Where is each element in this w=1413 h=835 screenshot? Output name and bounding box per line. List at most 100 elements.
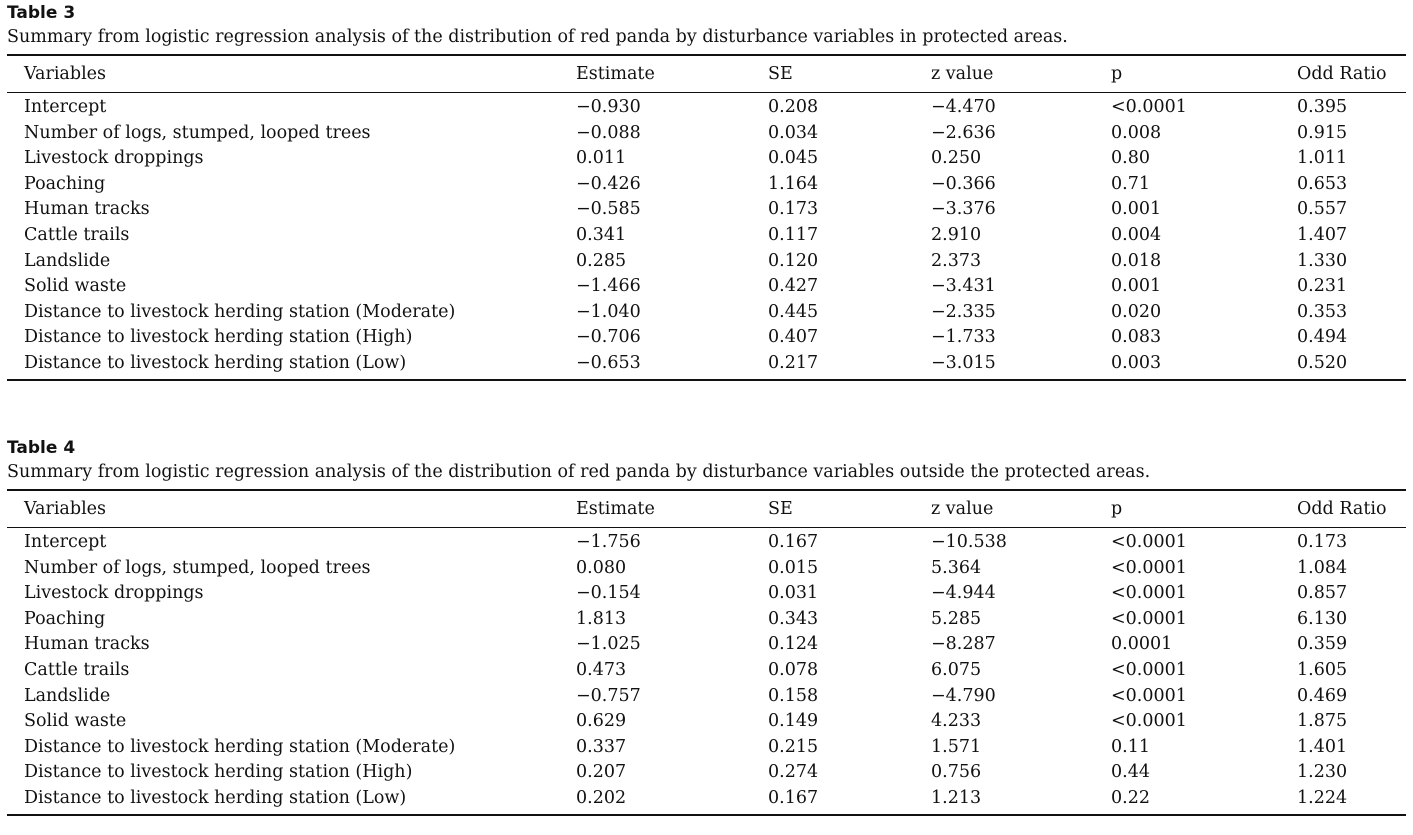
cell-z-value: −4.790: [931, 685, 996, 706]
header-row: Variables Estimate SE z value p Odd Ratio: [7, 55, 1406, 93]
cell-se: 0.078: [768, 659, 819, 680]
cell-p-value: 0.22: [1111, 787, 1150, 808]
cell-estimate: −1.756: [576, 532, 641, 552]
column-header-odd-ratio: Odd Ratio: [1297, 55, 1406, 93]
cell-estimate: 1.813: [576, 608, 627, 629]
cell-odd-ratio: 0.494: [1297, 327, 1348, 348]
table-row: Distance to livestock herding station (L…: [7, 786, 1406, 815]
cell-se: 0.045: [768, 148, 819, 169]
cell-se: 0.215: [768, 736, 819, 757]
cell-z-value: −1.733: [931, 327, 996, 348]
table-row: Livestock droppings −0.154 0.031 −4.944 <0.0…: [7, 581, 1406, 607]
cell-variable: Solid waste: [24, 276, 127, 297]
table-row: Intercept −0.930 0.208 −4.470 <0.0001 0.395: [7, 93, 1406, 121]
cell-odd-ratio: 0.395: [1297, 97, 1348, 117]
column-header-p-value: p: [1111, 490, 1297, 528]
cell-odd-ratio: 1.011: [1297, 148, 1348, 169]
cell-variable: Human tracks: [24, 199, 150, 220]
table-header: Variables Estimate SE z value p Odd Ratio: [7, 490, 1406, 528]
cell-se: 0.034: [768, 122, 819, 143]
cell-p-value: 0.003: [1111, 352, 1162, 373]
table-row: Human tracks −0.585 0.173 −3.376 0.001 0.557: [7, 197, 1406, 223]
cell-se: 0.407: [768, 327, 819, 348]
cell-p-value: 0.44: [1111, 762, 1150, 783]
table-label: Table 3: [7, 3, 76, 23]
table-row: Intercept −1.756 0.167 −10.538 <0.0001 0.173: [7, 528, 1406, 556]
cell-variable: Human tracks: [24, 634, 150, 655]
cell-odd-ratio: 0.557: [1297, 199, 1348, 220]
table-row: Landslide −0.757 0.158 −4.790 <0.0001 0.469: [7, 684, 1406, 710]
cell-z-value: 1.571: [931, 736, 982, 757]
column-header-se: SE: [768, 55, 931, 93]
cell-odd-ratio: 0.469: [1297, 685, 1348, 706]
cell-estimate: 0.285: [576, 250, 627, 271]
column-header-variable: Variables: [7, 55, 576, 93]
cell-se: 0.167: [768, 787, 819, 808]
cell-estimate: −0.706: [576, 327, 641, 348]
cell-z-value: −3.376: [931, 199, 996, 220]
cell-variable: Cattle trails: [24, 659, 130, 680]
cell-odd-ratio: 1.605: [1297, 659, 1348, 680]
cell-se: 0.158: [768, 685, 819, 706]
cell-variable: Number of logs, stumped, looped trees: [24, 557, 371, 578]
cell-p-value: <0.0001: [1111, 659, 1187, 680]
cell-se: 1.164: [768, 173, 819, 194]
cell-estimate: −0.653: [576, 352, 641, 373]
cell-p-value: <0.0001: [1111, 97, 1187, 117]
cell-se: 0.167: [768, 532, 819, 552]
cell-odd-ratio: 0.520: [1297, 352, 1348, 373]
cell-odd-ratio: 0.173: [1297, 532, 1348, 552]
cell-p-value: 0.083: [1111, 327, 1162, 348]
cell-p-value: 0.008: [1111, 122, 1162, 143]
cell-odd-ratio: 0.359: [1297, 634, 1348, 655]
column-header-p-value: p: [1111, 55, 1297, 93]
cell-variable: Livestock droppings: [24, 583, 204, 604]
cell-z-value: 0.756: [931, 762, 982, 783]
cell-z-value: 2.910: [931, 224, 982, 245]
cell-estimate: −0.154: [576, 583, 641, 604]
table-row: Number of logs, stumped, looped trees −0.…: [7, 121, 1406, 147]
cell-estimate: −0.088: [576, 122, 641, 143]
cell-estimate: −0.757: [576, 685, 641, 706]
table-row: Solid waste 0.629 0.149 4.233 <0.0001 1.875: [7, 709, 1406, 735]
cell-z-value: −4.944: [931, 583, 996, 604]
cell-odd-ratio: 0.857: [1297, 583, 1348, 604]
cell-se: 0.427: [768, 276, 819, 297]
cell-estimate: 0.341: [576, 224, 627, 245]
regression-table-protected: Variables Estimate SE z value p Odd Ratio Int…: [7, 54, 1406, 381]
cell-se: 0.149: [768, 711, 819, 732]
cell-variable: Distance to livestock herding station (L…: [24, 352, 407, 373]
table-header: Variables Estimate SE z value p Odd Ratio: [7, 55, 1406, 93]
cell-z-value: −2.636: [931, 122, 996, 143]
table-label: Table 4: [7, 438, 76, 458]
cell-variable: Poaching: [24, 173, 106, 194]
cell-estimate: 0.202: [576, 787, 627, 808]
cell-p-value: 0.11: [1111, 736, 1150, 757]
cell-estimate: −1.466: [576, 276, 641, 297]
cell-z-value: −3.431: [931, 276, 996, 297]
cell-odd-ratio: 1.330: [1297, 250, 1348, 271]
cell-estimate: 0.337: [576, 736, 627, 757]
cell-variable: Distance to livestock herding station (H…: [24, 327, 413, 348]
cell-estimate: 0.629: [576, 711, 627, 732]
cell-variable: Distance to livestock herding station (M…: [24, 301, 456, 322]
cell-se: 0.031: [768, 583, 819, 604]
table-row: Livestock droppings 0.011 0.045 0.250 0.80 1.…: [7, 146, 1406, 172]
cell-p-value: <0.0001: [1111, 608, 1187, 629]
cell-variable: Landslide: [24, 685, 111, 706]
column-header-estimate: Estimate: [576, 490, 768, 528]
cell-p-value: <0.0001: [1111, 685, 1187, 706]
cell-variable: Intercept: [24, 532, 107, 552]
cell-odd-ratio: 1.407: [1297, 224, 1348, 245]
cell-odd-ratio: 1.230: [1297, 762, 1348, 783]
cell-variable: Distance to livestock herding station (M…: [24, 736, 456, 757]
table-row: Distance to livestock herding station (M…: [7, 735, 1406, 761]
cell-z-value: −0.366: [931, 173, 996, 194]
cell-variable: Number of logs, stumped, looped trees: [24, 122, 371, 143]
cell-estimate: −0.930: [576, 97, 641, 117]
cell-p-value: 0.018: [1111, 250, 1162, 271]
cell-variable: Livestock droppings: [24, 148, 204, 169]
cell-odd-ratio: 1.875: [1297, 711, 1348, 732]
column-header-se: SE: [768, 490, 931, 528]
cell-z-value: −8.287: [931, 634, 996, 655]
